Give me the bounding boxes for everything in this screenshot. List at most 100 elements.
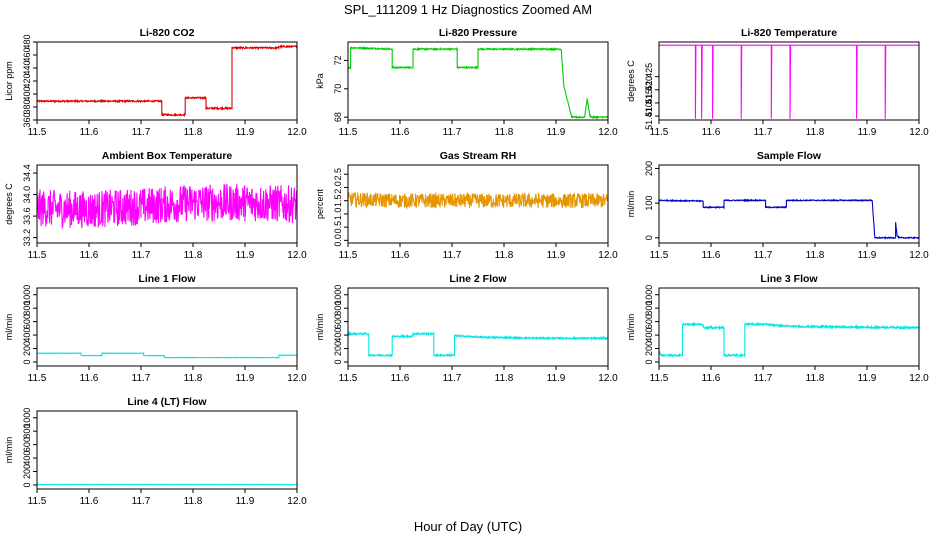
panel-title: Gas Stream RH <box>440 150 516 162</box>
y-tick-label: 200 <box>644 161 654 176</box>
y-tick-label: 2.5 <box>333 168 343 181</box>
y-axis-label: degrees C <box>626 60 636 102</box>
plot-frame <box>36 41 298 121</box>
y-axis-label: kPa <box>315 73 325 89</box>
x-tick-label: 11.8 <box>495 373 514 384</box>
panel-grid: Li-820 CO2 Licor ppm 11.5 11.6 11.7 11.8 11.9 1… <box>4 27 929 507</box>
y-tick-label: 0.5 <box>333 221 343 234</box>
y-axis-label: percent <box>315 188 325 219</box>
x-tick-label: 12.0 <box>287 127 307 138</box>
x-tick-label: 11.7 <box>443 373 462 384</box>
plot-frame <box>658 287 920 367</box>
y-tick-label: 1.5 <box>333 194 343 207</box>
x-tick-label: 11.6 <box>391 250 410 261</box>
x-tick-label: 11.9 <box>547 127 566 138</box>
y-tick-label: 1000 <box>644 285 654 305</box>
series-line <box>36 44 298 118</box>
x-tick-label: 12.0 <box>598 250 618 261</box>
x-tick-label: 11.7 <box>132 250 151 261</box>
x-tick-label: 11.6 <box>702 373 721 384</box>
x-tick-label: 11.5 <box>650 127 669 138</box>
x-tick-label: 11.5 <box>339 127 358 138</box>
series-line <box>347 191 609 210</box>
x-tick-label: 11.6 <box>391 373 410 384</box>
x-tick-label: 12.0 <box>598 127 618 138</box>
panel-title: Ambient Box Temperature <box>102 150 233 162</box>
x-tick-label: 12.0 <box>598 373 618 384</box>
y-tick-label: 33.2 <box>22 229 32 247</box>
y-tick-label: 51.415 <box>644 89 654 117</box>
x-tick-label: 11.7 <box>754 373 773 384</box>
y-tick-label: 68 <box>333 112 343 122</box>
x-tick-label: 11.8 <box>184 250 203 261</box>
y-tick-label: 1000 <box>22 408 32 428</box>
series-line <box>347 45 609 120</box>
y-tick-label: 0 <box>333 359 343 364</box>
panel-li-820-temperature: Li-820 Temperature degrees C 11.5 11.6 11.7 1… <box>626 27 929 138</box>
panel-sample-flow: Sample Flow ml/min 11.5 11.6 11.7 11.8 11.9 12.… <box>626 150 929 261</box>
y-tick-label: 380 <box>22 99 32 114</box>
y-tick-label: 800 <box>22 424 32 439</box>
y-axis-label: ml/min <box>4 437 14 464</box>
x-tick-label: 11.7 <box>132 127 151 138</box>
x-tick-label: 11.7 <box>443 127 462 138</box>
panel-title: Li-820 Temperature <box>741 27 837 39</box>
x-tick-label: 11.6 <box>80 496 99 507</box>
panel-ambient-box-temperature: Ambient Box Temperature degrees C 11.5 11.6… <box>4 150 307 261</box>
x-tick-label: 11.6 <box>80 373 99 384</box>
y-tick-label: 400 <box>22 451 32 466</box>
x-tick-label: 11.8 <box>184 127 203 138</box>
x-tick-label: 12.0 <box>287 373 307 384</box>
panel-line-3-flow: Line 3 Flow ml/min 11.5 11.6 11.7 11.8 11.9 12.… <box>626 273 929 384</box>
x-tick-label: 11.6 <box>80 250 99 261</box>
y-tick-label: 0 <box>22 359 32 364</box>
y-tick-label: 34.4 <box>22 164 32 182</box>
y-tick-label: 0 <box>644 359 654 364</box>
figure-x-axis-label: Hour of Day (UTC) <box>414 519 522 534</box>
plot-frame <box>347 164 609 244</box>
y-tick-label: 200 <box>22 341 32 356</box>
y-tick-label: 72 <box>333 55 343 65</box>
x-tick-label: 11.5 <box>650 250 669 261</box>
x-tick-label: 12.0 <box>909 250 929 261</box>
x-tick-label: 11.5 <box>339 250 358 261</box>
x-tick-label: 11.5 <box>650 373 669 384</box>
panel-title: Line 4 (LT) Flow <box>127 396 207 408</box>
x-tick-label: 11.7 <box>754 250 773 261</box>
x-tick-label: 11.7 <box>754 127 773 138</box>
y-tick-label: 600 <box>644 314 654 329</box>
y-tick-label: 0 <box>22 482 32 487</box>
x-tick-label: 11.8 <box>806 250 825 261</box>
y-tick-label: 800 <box>333 301 343 316</box>
plot-frame <box>36 287 298 367</box>
series-line <box>659 44 919 119</box>
y-tick-label: 400 <box>333 328 343 343</box>
x-tick-label: 11.7 <box>132 496 151 507</box>
x-tick-label: 11.9 <box>547 373 566 384</box>
y-tick-label: 800 <box>22 301 32 316</box>
x-tick-label: 11.8 <box>184 373 203 384</box>
y-tick-label: 400 <box>644 328 654 343</box>
x-tick-label: 11.8 <box>495 250 514 261</box>
y-tick-label: 460 <box>22 47 32 62</box>
series-line <box>36 183 298 230</box>
plot-frame <box>36 164 298 244</box>
x-tick-label: 12.0 <box>287 250 307 261</box>
x-tick-label: 11.8 <box>184 496 203 507</box>
y-tick-label: 360 <box>22 112 32 127</box>
x-tick-label: 11.5 <box>28 127 47 138</box>
y-tick-label: 51.420 <box>644 76 654 104</box>
x-tick-label: 11.9 <box>858 127 877 138</box>
y-tick-label: 100 <box>644 196 654 211</box>
panel-title: Li-820 CO2 <box>140 27 195 39</box>
panel-li-820-pressure: Li-820 Pressure kPa 11.5 11.6 11.7 11.8 11.9 12… <box>315 27 618 138</box>
x-tick-label: 11.9 <box>858 373 877 384</box>
y-axis-label: ml/min <box>315 314 325 341</box>
y-tick-label: 200 <box>333 341 343 356</box>
panel-line-4-lt-flow: Line 4 (LT) Flow ml/min 11.5 11.6 11.7 11.8 11… <box>4 396 307 507</box>
y-tick-label: 34.0 <box>22 186 32 204</box>
panel-title: Line 2 Flow <box>449 273 507 285</box>
y-tick-label: 0 <box>644 235 654 240</box>
x-tick-label: 11.9 <box>236 496 255 507</box>
